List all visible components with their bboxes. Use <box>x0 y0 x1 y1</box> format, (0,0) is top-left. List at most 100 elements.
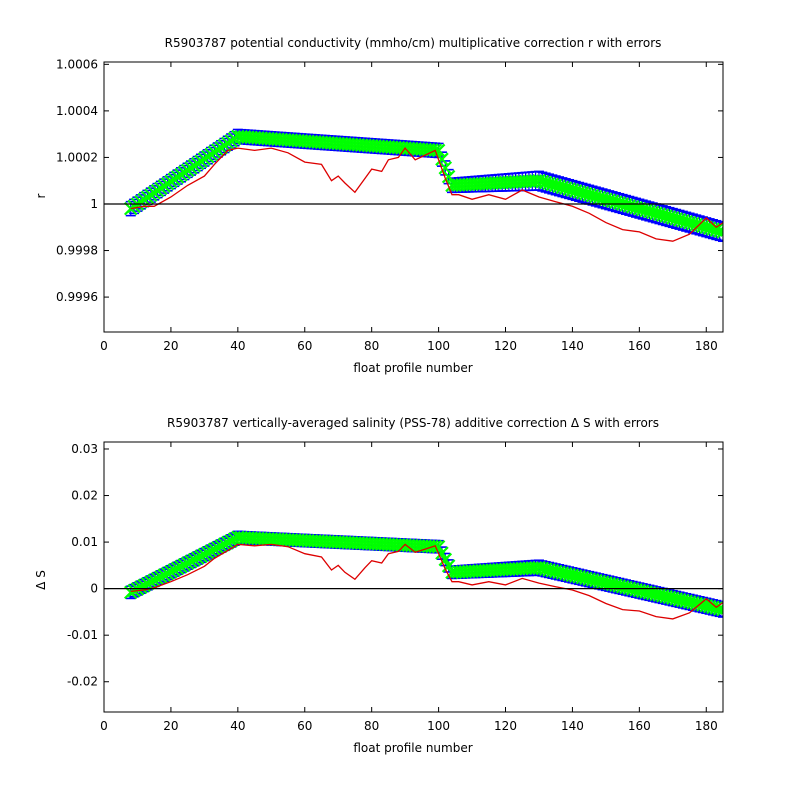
fit-marker-b <box>157 568 172 582</box>
fit-marker-b <box>438 552 453 567</box>
axes-frame <box>103 441 724 713</box>
fit-marker-b <box>224 534 238 548</box>
fit-marker-b <box>532 173 546 188</box>
fit-marker-b <box>689 217 704 232</box>
fit-marker-b <box>666 211 680 225</box>
fit-marker-b <box>689 596 704 611</box>
fit-marker-b <box>210 540 225 555</box>
fit-marker-b <box>348 536 362 550</box>
fit-marker-b <box>431 539 446 554</box>
series-group <box>123 530 723 620</box>
fit-marker-b <box>314 534 329 549</box>
fit-marker-b <box>558 567 573 581</box>
fit-marker-b <box>696 219 710 234</box>
fit-marker-b <box>267 532 282 546</box>
x-tick-label: 180 <box>695 719 718 733</box>
x-tick-label: 140 <box>561 719 584 733</box>
fit-marker-b <box>579 571 593 586</box>
fit-marker-b <box>378 537 392 552</box>
fit-marker-b <box>589 189 603 204</box>
fit-marker-b <box>241 531 255 545</box>
fit-marker-b <box>655 208 670 222</box>
fit-marker-b <box>257 531 272 546</box>
fit-marker-b <box>190 551 205 565</box>
fit-marker-b <box>247 531 262 545</box>
fit-marker-b <box>562 567 576 582</box>
fit-marker-b <box>605 194 620 208</box>
fit-marker-b <box>264 532 279 546</box>
fit-marker-b <box>388 537 402 552</box>
fit-marker-b <box>284 533 299 547</box>
fit-marker-b <box>716 230 723 239</box>
x-tick-label: 80 <box>364 339 379 353</box>
fit-marker-b <box>548 564 563 579</box>
fit-marker-b <box>542 563 556 577</box>
fit-marker-b <box>180 556 195 570</box>
x-tick-label: 100 <box>427 719 450 733</box>
fit-marker-b <box>716 608 723 617</box>
fit-marker-b <box>304 534 319 548</box>
fit-marker-b <box>612 196 627 210</box>
fit-marker-b <box>321 534 335 549</box>
fit-marker-b <box>271 532 285 547</box>
x-tick-label: 0 <box>100 719 108 733</box>
fit-marker-b <box>187 552 202 567</box>
fit-marker-b <box>652 207 667 222</box>
fit-marker-b <box>552 179 566 194</box>
y-tick-label: 1.0004 <box>56 104 98 118</box>
fit-marker-b <box>702 599 717 614</box>
fit-marker-b <box>619 580 633 595</box>
fit-marker-b <box>666 591 680 605</box>
y-axis-label: r <box>34 193 48 198</box>
y-axis-label: Δ S <box>34 570 48 590</box>
y-tick-label: 0.01 <box>71 535 98 549</box>
fit-marker-b <box>699 220 714 235</box>
fit-marker-b <box>548 178 563 193</box>
fit-marker-b <box>679 214 693 229</box>
fit-marker-b <box>575 186 590 200</box>
fit-marker-b <box>672 213 687 227</box>
fit-marker-b <box>545 177 560 192</box>
fit-marker-b <box>207 542 222 557</box>
fit-marker-b <box>277 532 292 547</box>
raw-series-line <box>130 147 723 242</box>
fit-marker-b <box>297 533 312 548</box>
raw-series-line <box>130 543 723 620</box>
y-tick-label: -0.01 <box>67 628 98 642</box>
fit-marker-b <box>154 570 168 584</box>
fit-marker-b <box>602 576 617 591</box>
fit-marker-b <box>575 570 590 585</box>
fit-marker-b <box>441 169 456 184</box>
fit-marker-b <box>565 183 580 197</box>
fit-marker-b <box>669 212 683 226</box>
x-tick-label: 0 <box>100 339 108 353</box>
fit-marker-b <box>542 176 556 191</box>
fit-marker-b <box>706 600 720 615</box>
fit-marker-b <box>579 186 593 201</box>
fit-marker-b <box>592 190 606 205</box>
x-tick-label: 160 <box>628 719 651 733</box>
fit-marker-b <box>562 182 576 196</box>
fit-marker-b <box>622 199 637 213</box>
fit-marker-b <box>361 536 376 551</box>
fit-marker-b <box>655 589 670 603</box>
fit-marker-b <box>324 534 339 549</box>
fit-marker-b <box>599 576 613 590</box>
x-tick-label: 20 <box>163 719 178 733</box>
fit-marker-b <box>441 559 456 573</box>
fit-marker-b <box>615 579 630 594</box>
fit-marker-b <box>341 535 356 550</box>
fit-marker-b <box>599 192 613 207</box>
fit-marker-b <box>200 546 215 560</box>
fit-marker-b <box>231 530 245 545</box>
fit-marker-b <box>328 535 342 549</box>
fit-marker-b <box>244 531 258 545</box>
y-tick-label: 0.03 <box>71 442 98 456</box>
fit-marker-b <box>585 573 600 587</box>
fit-marker-b <box>672 592 687 607</box>
fit-marker-b <box>147 573 161 588</box>
x-tick-label: 60 <box>297 339 312 353</box>
fit-marker-b <box>609 195 623 209</box>
x-tick-label: 60 <box>297 719 312 733</box>
